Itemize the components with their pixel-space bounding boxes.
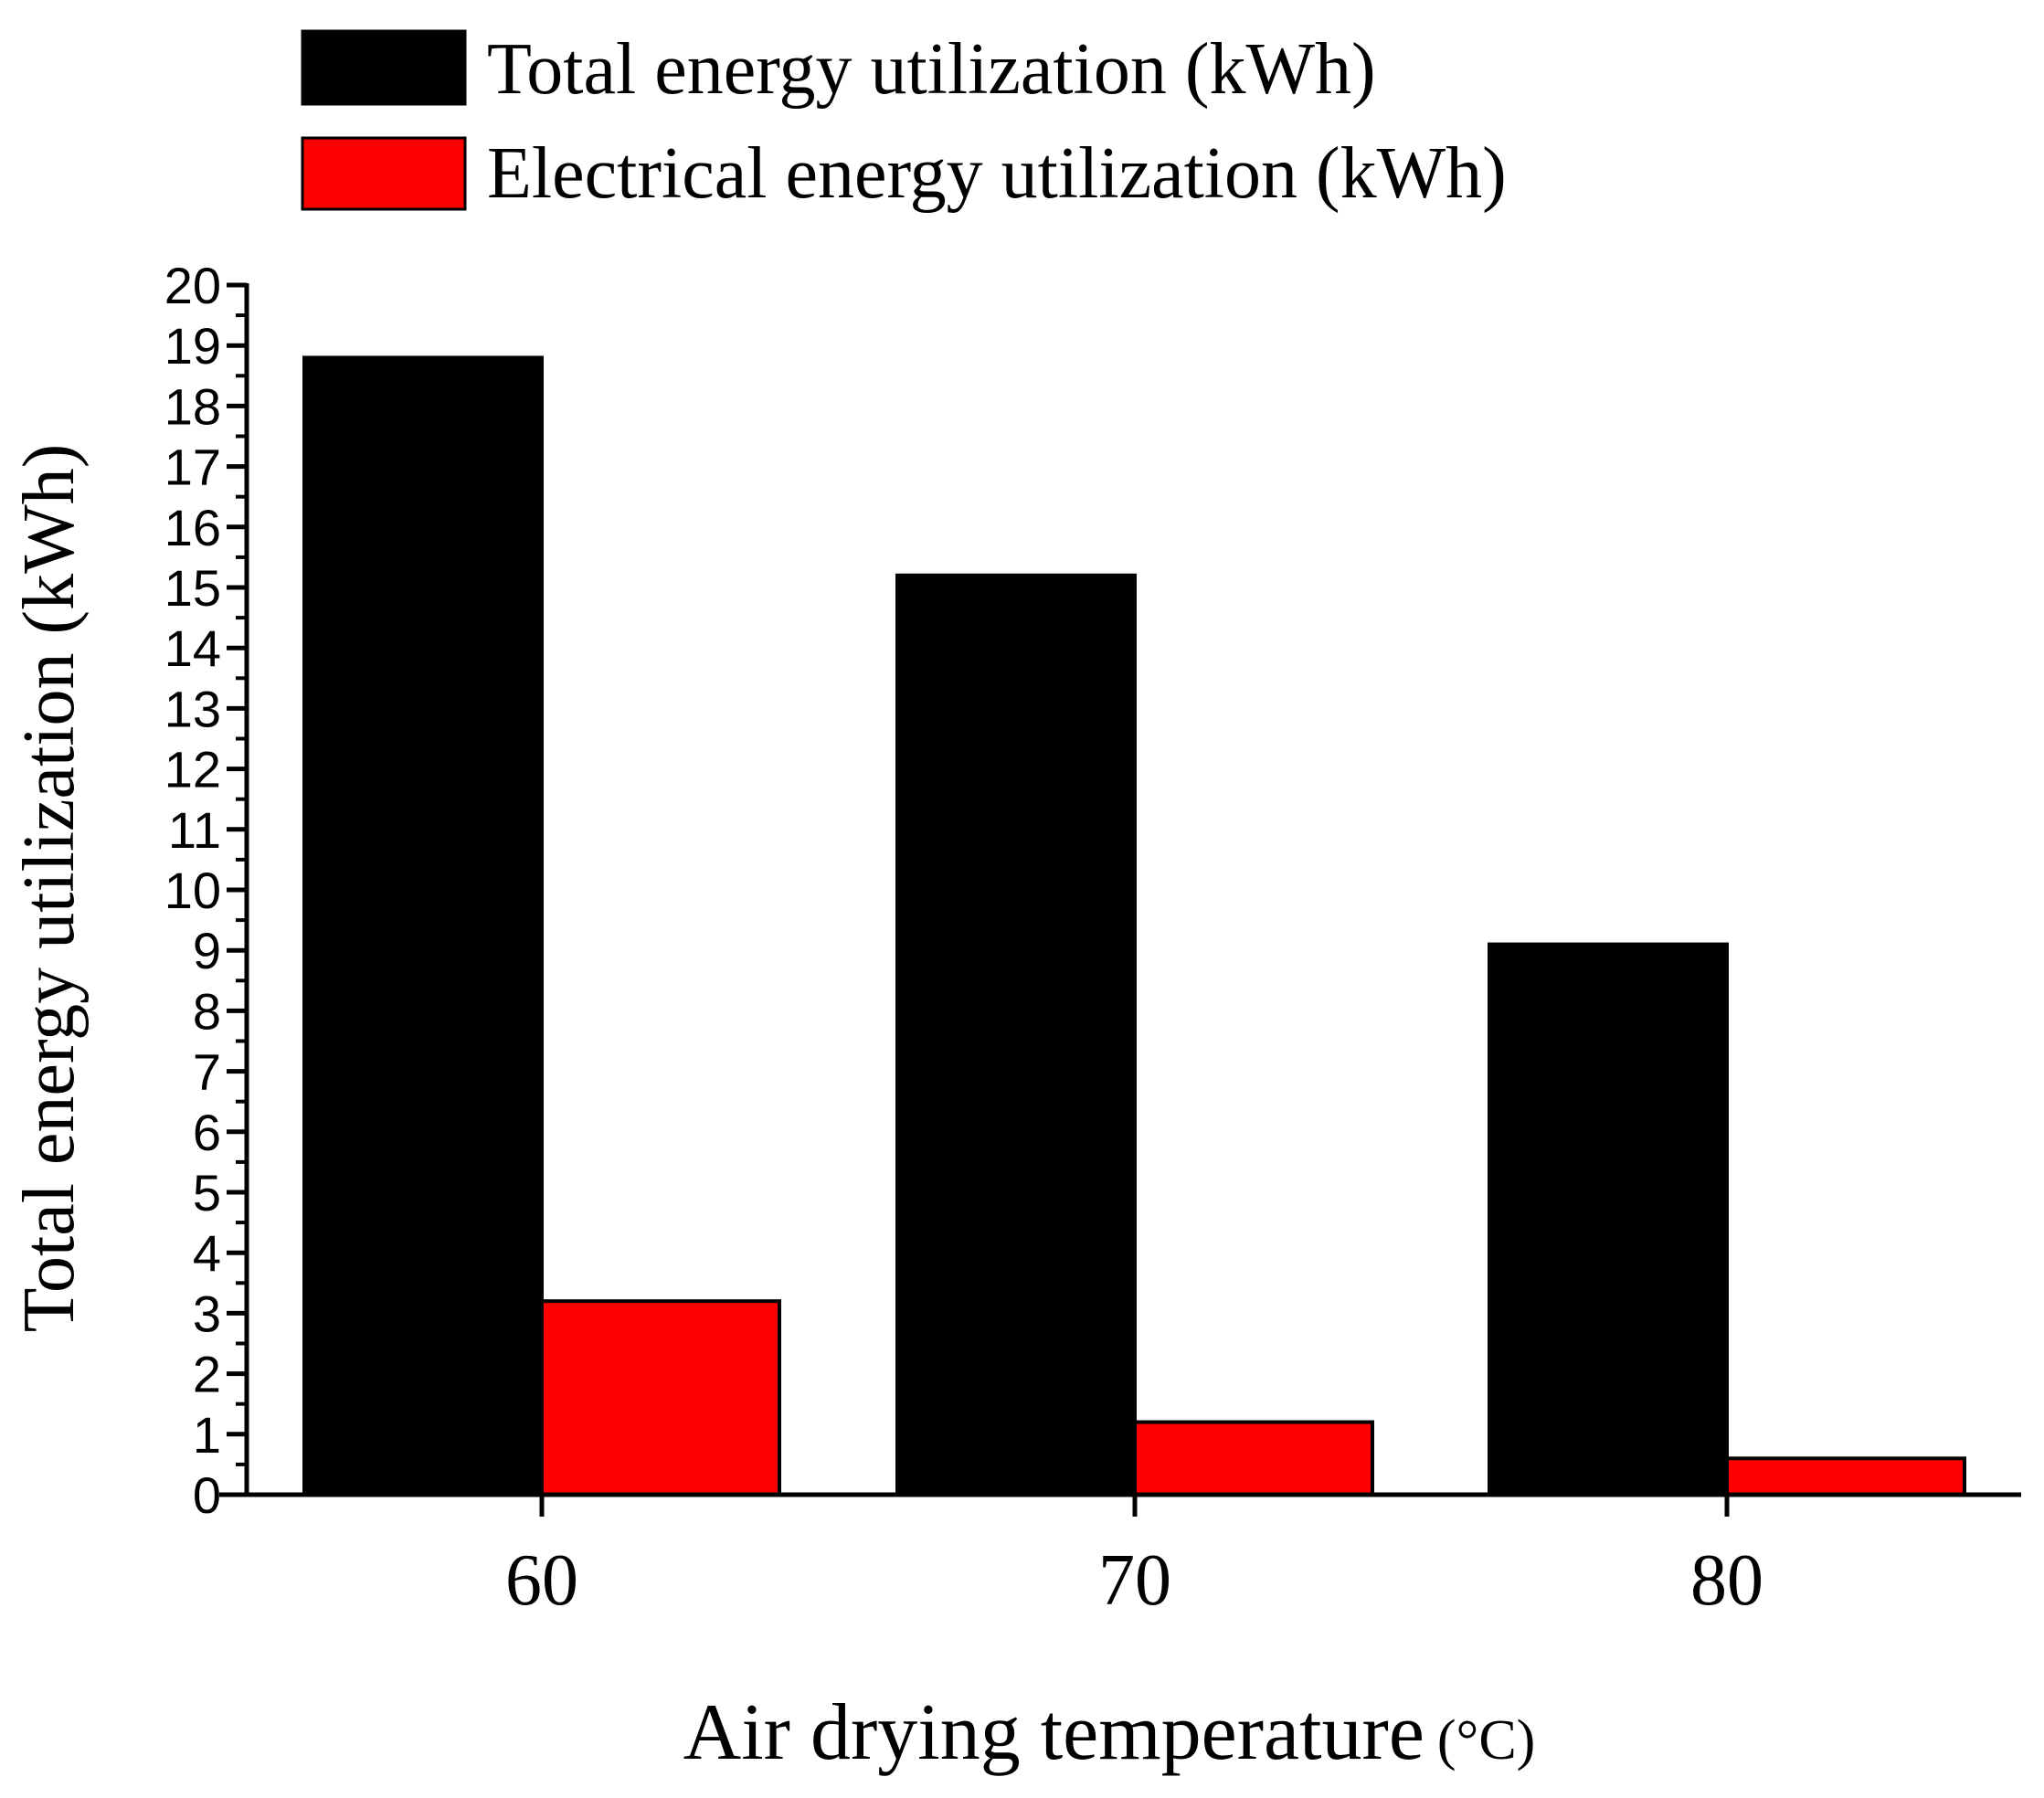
x-axis-title-text: Air drying temperature <box>683 1688 1424 1777</box>
y-tick-label: 13 <box>164 680 221 737</box>
x-tick-label: 80 <box>1690 1540 1763 1621</box>
y-tick-label: 9 <box>193 922 221 979</box>
y-tick-label: 16 <box>164 499 221 556</box>
x-axis-title-unit: (°C) <box>1437 1709 1535 1772</box>
bar-electrical-60 <box>540 1299 781 1497</box>
y-tick-label: 17 <box>164 439 221 496</box>
y-tick-label: 20 <box>164 257 221 314</box>
legend-item-electrical: Electrical energy utilization (kWh) <box>301 133 1507 214</box>
legend-label-electrical: Electrical energy utilization (kWh) <box>487 133 1507 214</box>
y-axis-title: Total energy utilization (kWh) <box>9 444 90 1333</box>
y-tick-label: 8 <box>193 982 221 1040</box>
legend-swatch-electrical <box>301 136 467 211</box>
y-tick-label: 19 <box>164 317 221 375</box>
y-tick-label: 0 <box>193 1466 221 1524</box>
bar-electrical-70 <box>1133 1420 1374 1497</box>
y-tick-label: 11 <box>168 801 221 859</box>
bar-electrical-80 <box>1725 1456 1966 1497</box>
svg-text:Air drying temperature(°C): Air drying temperature (°C) <box>683 1688 1536 1777</box>
y-tick-label: 7 <box>193 1043 221 1101</box>
legend-item-total: Total energy utilization (kWh) <box>301 29 1376 110</box>
y-tick-label: 5 <box>193 1164 221 1222</box>
bars-layer <box>302 355 1966 1497</box>
y-tick-label: 1 <box>193 1406 221 1464</box>
legend-label-total: Total energy utilization (kWh) <box>487 29 1376 110</box>
bar-total-70 <box>895 573 1137 1497</box>
y-tick-label: 3 <box>193 1285 221 1342</box>
legend-swatch-total <box>301 29 467 106</box>
x-axis-title: Air drying temperature (°C) <box>683 1688 1536 1777</box>
bar-total-80 <box>1488 942 1729 1497</box>
x-axis: 60 70 80 <box>219 1492 2021 1621</box>
y-tick-label: 18 <box>164 377 221 435</box>
y-tick-label: 4 <box>193 1224 221 1282</box>
y-tick-label: 12 <box>164 741 221 799</box>
legend: Total energy utilization (kWh) Electrica… <box>301 29 1507 214</box>
y-tick-label: 10 <box>164 862 221 919</box>
y-tick-label: 2 <box>193 1346 221 1403</box>
bar-total-60 <box>302 355 544 1497</box>
y-tick-label: 15 <box>164 559 221 617</box>
x-tick-label: 60 <box>505 1540 578 1621</box>
y-tick-label: 14 <box>164 619 221 677</box>
y-tick-label: 6 <box>193 1104 221 1161</box>
x-tick-label: 70 <box>1098 1540 1171 1621</box>
